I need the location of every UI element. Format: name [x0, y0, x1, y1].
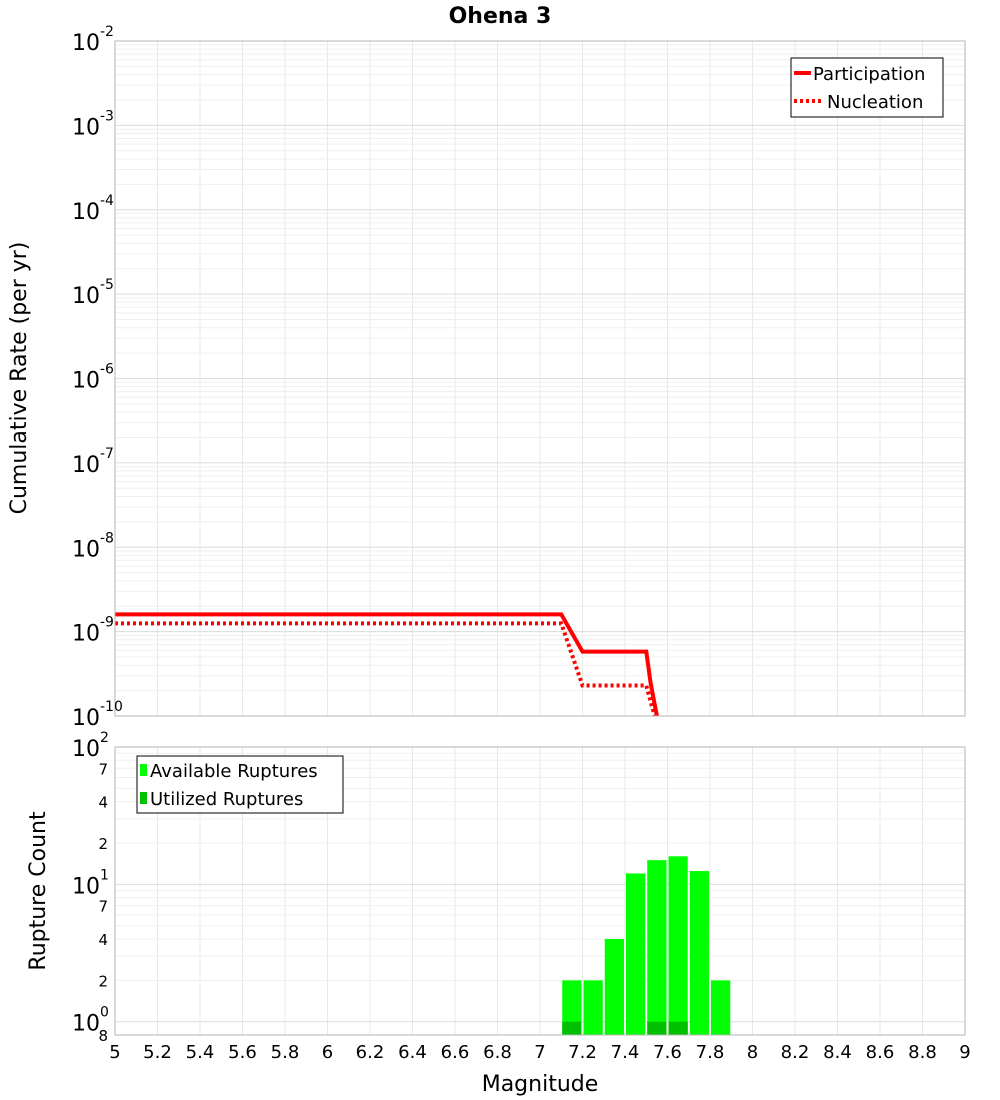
- x-tick-label: 7.4: [611, 1042, 640, 1063]
- count-plot: 102 101 100 7 4 2 7 4 2 8 5 5.2 5.4 5.6 5.8 6 6.2 6.4 6.6…: [26, 730, 971, 1097]
- utilized-ruptures-bar: [668, 1021, 688, 1035]
- available-ruptures-bar: [562, 980, 582, 1035]
- count-y-tick-label: 100: [72, 1005, 109, 1037]
- count-y-tick-label: 101: [72, 867, 109, 899]
- available-ruptures-bar: [689, 871, 709, 1035]
- nucleation-line: [115, 621, 657, 717]
- x-tick-label: 7.2: [568, 1042, 597, 1063]
- x-tick-label: 6: [322, 1042, 333, 1063]
- x-tick-label: 8.6: [866, 1042, 895, 1063]
- count-plot-bars: [562, 856, 731, 1035]
- count-plot-x-ticks: 5 5.2 5.4 5.6 5.8 6 6.2 6.4 6.6 6.8 7 7.2 7.4 7.6 7.8 8…: [109, 1042, 970, 1063]
- x-tick-label: 8.4: [823, 1042, 852, 1063]
- rate-plot-y-ticks: 10-2 10-3 10-4 10-5 10-6 10-7 10-8 10-9 10-10: [72, 24, 123, 731]
- rate-y-tick-label: 10-8: [72, 530, 114, 562]
- count-plot-frame: [114, 746, 966, 1036]
- participation-line: [115, 612, 659, 717]
- count-legend-box: [136, 755, 344, 814]
- x-tick-label: 8.8: [908, 1042, 937, 1063]
- x-tick-label: 5.6: [228, 1042, 257, 1063]
- x-tick-label: 8.2: [781, 1042, 810, 1063]
- available-ruptures-bar: [626, 873, 646, 1035]
- x-tick-label: 6.4: [398, 1042, 427, 1063]
- available-ruptures-bar: [647, 860, 667, 1035]
- x-tick-label: 6.6: [441, 1042, 470, 1063]
- x-tick-label: 5: [109, 1042, 120, 1063]
- available-ruptures-bar: [711, 980, 731, 1035]
- x-tick-label: 7.8: [696, 1042, 725, 1063]
- x-tick-label: 8: [747, 1042, 758, 1063]
- available-legend-swatch: [140, 764, 147, 776]
- utilized-legend-swatch: [140, 792, 147, 804]
- count-y-axis-label: Rupture Count: [26, 811, 51, 971]
- x-tick-label: 6.8: [483, 1042, 512, 1063]
- rate-y-tick-label: 10-3: [72, 108, 114, 140]
- participation-legend-label: Participation: [813, 64, 925, 85]
- x-tick-label: 7: [534, 1042, 545, 1063]
- x-axis-label: Magnitude: [482, 1072, 599, 1097]
- utilized-ruptures-bar: [562, 1021, 582, 1035]
- rate-y-tick-label: 10-6: [72, 362, 114, 394]
- available-ruptures-bar: [583, 980, 603, 1035]
- count-y-minor-tick-label: 7: [98, 898, 108, 916]
- rate-y-tick-label: 10-9: [72, 615, 114, 647]
- count-y-minor-tick-label: 7: [98, 760, 108, 778]
- utilized-legend-label: Utilized Ruptures: [150, 789, 303, 810]
- x-tick-label: 5.2: [143, 1042, 172, 1063]
- rate-legend-box: [790, 57, 944, 118]
- chart-title: Ohena 3: [449, 4, 552, 29]
- utilized-ruptures-bar: [647, 1021, 667, 1035]
- count-y-minor-tick-label: 2: [98, 835, 108, 853]
- available-legend-label: Available Ruptures: [150, 761, 318, 782]
- count-y-minor-tick-label: 4: [98, 794, 108, 812]
- count-y-minor-tick-label: 8: [98, 1027, 108, 1045]
- rate-plot-grid: [114, 41, 966, 717]
- x-tick-label: 5.4: [186, 1042, 215, 1063]
- count-plot-y-ticks: 102 101 100 7 4 2 7 4 2 8: [72, 730, 109, 1045]
- x-tick-label: 9: [959, 1042, 970, 1063]
- rate-y-tick-label: 10-7: [72, 446, 114, 478]
- count-y-minor-tick-label: 4: [98, 931, 108, 949]
- rate-y-tick-label: 10-10: [72, 699, 123, 731]
- rate-legend: Participation Nucleation: [790, 57, 944, 118]
- count-y-tick-label: 102: [72, 730, 109, 762]
- available-ruptures-bar: [604, 939, 624, 1035]
- x-tick-label: 6.2: [356, 1042, 385, 1063]
- rate-y-tick-label: 10-2: [72, 24, 114, 56]
- nucleation-legend-label: Nucleation: [827, 92, 923, 113]
- rate-y-axis-label: Cumulative Rate (per yr): [7, 242, 32, 515]
- rate-plot: 10-2 10-3 10-4 10-5 10-6 10-7 10-8 10-9 10-10 Cu…: [7, 24, 966, 731]
- count-legend: Available Ruptures Utilized Ruptures: [136, 755, 344, 814]
- x-tick-label: 7.6: [653, 1042, 682, 1063]
- x-tick-label: 5.8: [271, 1042, 300, 1063]
- rate-plot-frame: [114, 40, 966, 717]
- count-y-minor-tick-label: 2: [98, 972, 108, 990]
- rate-plot-series: [115, 612, 659, 717]
- rate-y-tick-label: 10-5: [72, 277, 114, 309]
- available-ruptures-bar: [668, 856, 688, 1035]
- rate-y-tick-label: 10-4: [72, 193, 114, 225]
